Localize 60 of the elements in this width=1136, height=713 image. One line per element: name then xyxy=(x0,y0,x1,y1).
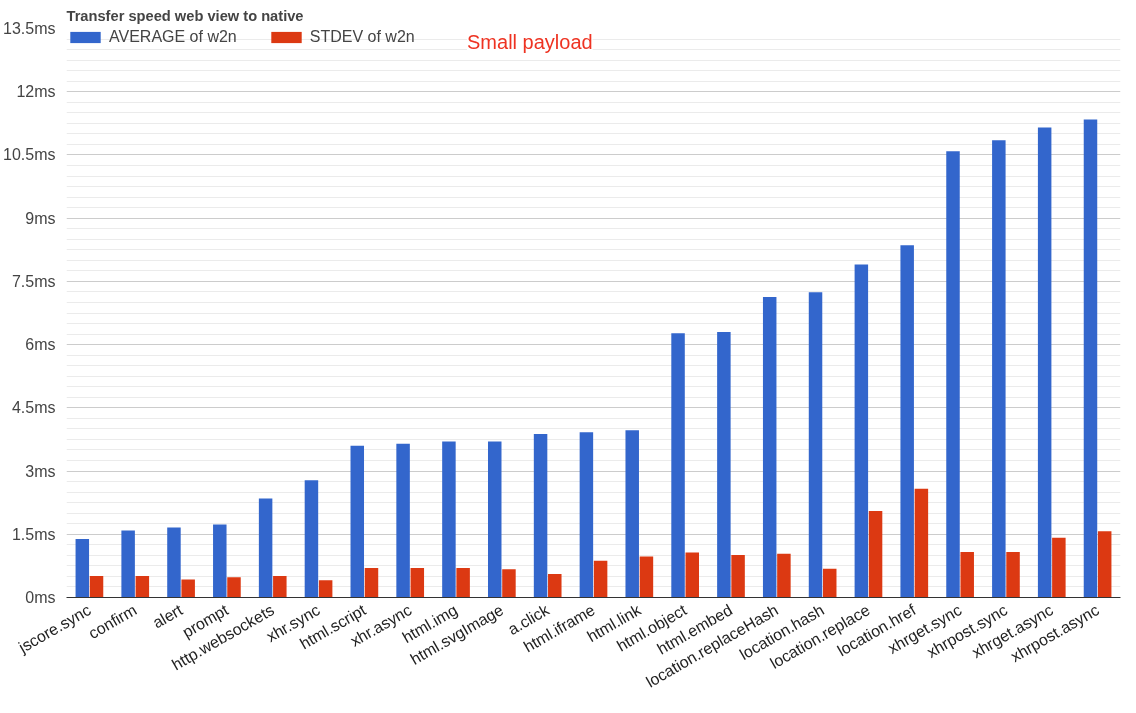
bar xyxy=(227,577,241,598)
bar xyxy=(593,560,608,598)
bar xyxy=(213,524,227,598)
bar xyxy=(502,569,516,598)
bar xyxy=(914,488,929,598)
y-tick-label: 1.5ms xyxy=(11,525,56,543)
bar xyxy=(685,552,699,598)
bar xyxy=(992,140,1006,598)
bar xyxy=(167,527,181,598)
bar xyxy=(639,556,654,598)
y-tick-label: 6ms xyxy=(25,336,56,354)
bar xyxy=(868,511,883,598)
y-tick-label: 3ms xyxy=(25,462,56,480)
bar xyxy=(671,333,685,598)
y-tick-label: 4.5ms xyxy=(11,399,56,417)
bar xyxy=(579,432,594,598)
y-tick-label: 10.5ms xyxy=(3,146,56,164)
chart-title: Transfer speed web view to native xyxy=(66,7,304,24)
y-tick-label: 7.5ms xyxy=(11,272,56,290)
bar xyxy=(1037,127,1052,598)
bar xyxy=(548,573,562,598)
y-tick-label: 12ms xyxy=(16,83,56,101)
legend-label: AVERAGE of w2n xyxy=(109,28,237,46)
bar xyxy=(350,445,365,598)
annotation: Small payload xyxy=(467,30,593,53)
y-tick-label: 13.5ms xyxy=(3,20,56,37)
y-tick-label: 0ms xyxy=(25,589,56,606)
bar xyxy=(258,498,273,598)
bar xyxy=(456,568,470,598)
bar xyxy=(318,580,333,598)
bar xyxy=(488,441,502,598)
bar xyxy=(731,554,745,598)
bar xyxy=(625,430,639,598)
bar xyxy=(808,292,823,598)
bar xyxy=(364,568,379,598)
bar xyxy=(273,576,287,598)
bar xyxy=(717,331,731,598)
legend-label: STDEV of w2n xyxy=(309,28,415,46)
bar xyxy=(777,553,791,598)
bar xyxy=(1052,537,1066,598)
bar xyxy=(1097,531,1112,598)
bar xyxy=(960,551,974,598)
bar xyxy=(410,568,425,598)
bar xyxy=(854,264,869,598)
bar xyxy=(135,576,150,598)
bar xyxy=(822,568,837,598)
bar xyxy=(75,538,90,598)
bar xyxy=(304,480,319,598)
bar xyxy=(533,433,548,598)
bar xyxy=(1083,119,1098,598)
y-tick-label: 9ms xyxy=(25,209,56,227)
bar xyxy=(89,576,104,598)
bar xyxy=(946,151,960,598)
bar xyxy=(121,530,135,598)
bar xyxy=(396,443,410,598)
bar xyxy=(181,579,195,598)
bar xyxy=(762,296,777,598)
bar xyxy=(1006,551,1020,598)
bar xyxy=(442,441,456,598)
bar xyxy=(900,245,914,598)
